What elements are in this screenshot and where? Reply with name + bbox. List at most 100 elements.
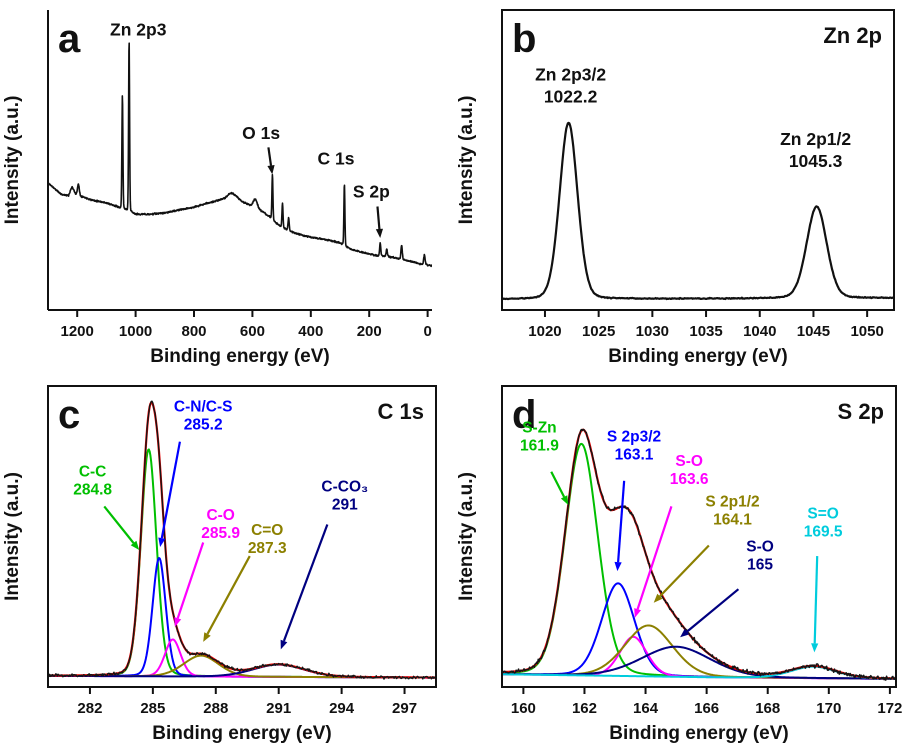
panel-d: 160 162 164 166 168 170 172 Binding energy (eV)… — [454, 376, 908, 753]
annotation-text: C-O 285.9 — [201, 507, 240, 542]
axis-frame — [501, 385, 897, 688]
x-tick-label: 1035 — [689, 323, 722, 340]
panel-c: 282 285 288 291 294 297 Binding energy (eV) Int… — [0, 376, 454, 753]
annotation-arrowhead — [203, 632, 211, 642]
panel-letter: d — [512, 393, 536, 437]
x-tick-label: 288 — [203, 700, 228, 717]
curve-raw — [502, 428, 896, 681]
plot-area-b — [502, 121, 894, 301]
annotation-arrowhead — [174, 617, 182, 627]
y-axis-label: Intensity (a.u.) — [2, 96, 23, 225]
panel-a-chart: 1200 1000 800 600 400 200 0 Binding energy (eV)… — [2, 10, 432, 367]
x-tick-label: 164 — [633, 700, 659, 717]
panel-letter: c — [58, 393, 80, 437]
x-axis-label: Binding energy (eV) — [152, 723, 331, 744]
panel-letter: b — [512, 17, 536, 61]
panel-d-chart: 160 162 164 166 168 170 172 Binding energy (eV)… — [456, 385, 902, 744]
x-axis-label: Binding energy (eV) — [609, 723, 788, 744]
annotation-arrow — [636, 506, 673, 610]
annotation-arrowhead — [130, 540, 140, 550]
annotation-arrowhead — [560, 495, 569, 505]
x-tick-label: 168 — [755, 700, 780, 717]
y-axis-label: Intensity (a.u.) — [2, 472, 23, 601]
panel-title: Zn 2p — [823, 23, 882, 48]
annotation-text: S=O 169.5 — [804, 505, 843, 540]
annotation-text: S 2p3/2 163.1 — [607, 429, 661, 464]
x-tick-label: 0 — [423, 323, 431, 340]
x-tick-label: 160 — [511, 700, 536, 717]
x-tick-label: 1030 — [636, 323, 669, 340]
curve-component-S 2p3-2 — [502, 582, 896, 680]
annotation-arrowhead — [280, 639, 288, 650]
axis-frame — [47, 385, 437, 688]
x-tick-label: 172 — [877, 700, 902, 717]
annotation-arrowhead — [267, 165, 275, 175]
x-tick-label: 1050 — [850, 323, 883, 340]
annotation-text: S 2p1/2 164.1 — [705, 493, 759, 528]
annotation-arrow — [103, 505, 135, 544]
annotation-arrow — [376, 206, 381, 230]
curve-component-S-O-b — [502, 645, 896, 680]
x-tick-label: 200 — [357, 323, 382, 340]
panel-letter: a — [58, 17, 81, 61]
curve-component-C-N-C-S — [48, 557, 436, 679]
annotation-text: C-C 284.8 — [73, 463, 112, 498]
annotation-arrow — [160, 441, 182, 539]
panel-b-chart: 1020 1025 1030 1035 1040 1045 1050 Binding ener… — [456, 9, 895, 367]
annotation-text: Zn 2p3/2 1022.2 — [535, 65, 606, 107]
plot-area-c — [48, 400, 436, 680]
annotation-text: S-Zn 161.9 — [520, 420, 559, 455]
annotation-text: C-N/C-S 285.2 — [174, 399, 233, 434]
annotation-text: Zn 2p3 — [110, 20, 167, 40]
annotation-text: C=O 287.3 — [248, 522, 287, 557]
annotation-arrowhead — [158, 537, 166, 547]
x-tick-label: 170 — [816, 700, 841, 717]
curve-raw — [502, 121, 894, 301]
annotation-arrowhead — [375, 228, 383, 238]
annotation-text: S 2p — [353, 182, 390, 202]
x-tick-label: 1025 — [582, 323, 615, 340]
annotation-text: S-O 163.6 — [670, 453, 709, 488]
panel-title: C 1s — [378, 399, 424, 424]
x-tick-label: 1000 — [119, 323, 152, 340]
panel-c-chart: 282 285 288 291 294 297 Binding energy (eV) Int… — [2, 385, 437, 744]
panel-title: S 2p — [838, 399, 884, 424]
x-tick-label: 166 — [694, 700, 719, 717]
annotation-text: C 1s — [318, 149, 355, 169]
x-tick-label: 400 — [298, 323, 323, 340]
curve-envelope — [48, 401, 436, 679]
x-tick-label: 1200 — [61, 323, 94, 340]
annotation-text: S-O 165 — [746, 539, 774, 574]
annotation-arrowhead — [614, 561, 622, 572]
annotation-arrowhead — [653, 593, 663, 603]
x-tick-label: 1020 — [528, 323, 561, 340]
annotation-arrow — [176, 542, 205, 619]
x-tick-label: 1040 — [743, 323, 776, 340]
x-tick-label: 294 — [329, 700, 355, 717]
x-tick-label: 800 — [181, 323, 206, 340]
annotation-arrow — [659, 544, 710, 598]
annotation-arrow — [282, 524, 329, 642]
x-axis-label: Binding energy (eV) — [150, 346, 329, 367]
x-tick-label: 297 — [392, 700, 417, 717]
plot-area-d — [502, 428, 896, 681]
curve-raw — [48, 42, 432, 268]
panel-a: 1200 1000 800 600 400 200 0 Binding energy (eV)… — [0, 0, 454, 376]
x-tick-label: 162 — [572, 700, 597, 717]
annotation-arrowhead — [634, 608, 641, 618]
y-axis-label: Intensity (a.u.) — [456, 96, 477, 225]
annotation-arrow — [550, 471, 566, 498]
annotation-text: O 1s — [242, 123, 280, 143]
x-tick-label: 600 — [240, 323, 265, 340]
annotation-arrow — [617, 480, 626, 563]
plot-area-a — [48, 42, 432, 268]
axis-frame — [501, 9, 895, 311]
x-tick-label: 282 — [77, 700, 102, 717]
x-tick-label: 1045 — [797, 323, 830, 340]
annotation-text: C-CO₃ 291 — [321, 478, 368, 513]
annotation-text: Zn 2p1/2 1045.3 — [780, 129, 851, 171]
annotation-arrowhead — [811, 643, 819, 653]
x-axis-label: Binding energy (eV) — [608, 346, 787, 367]
annotation-arrowhead — [680, 628, 690, 638]
